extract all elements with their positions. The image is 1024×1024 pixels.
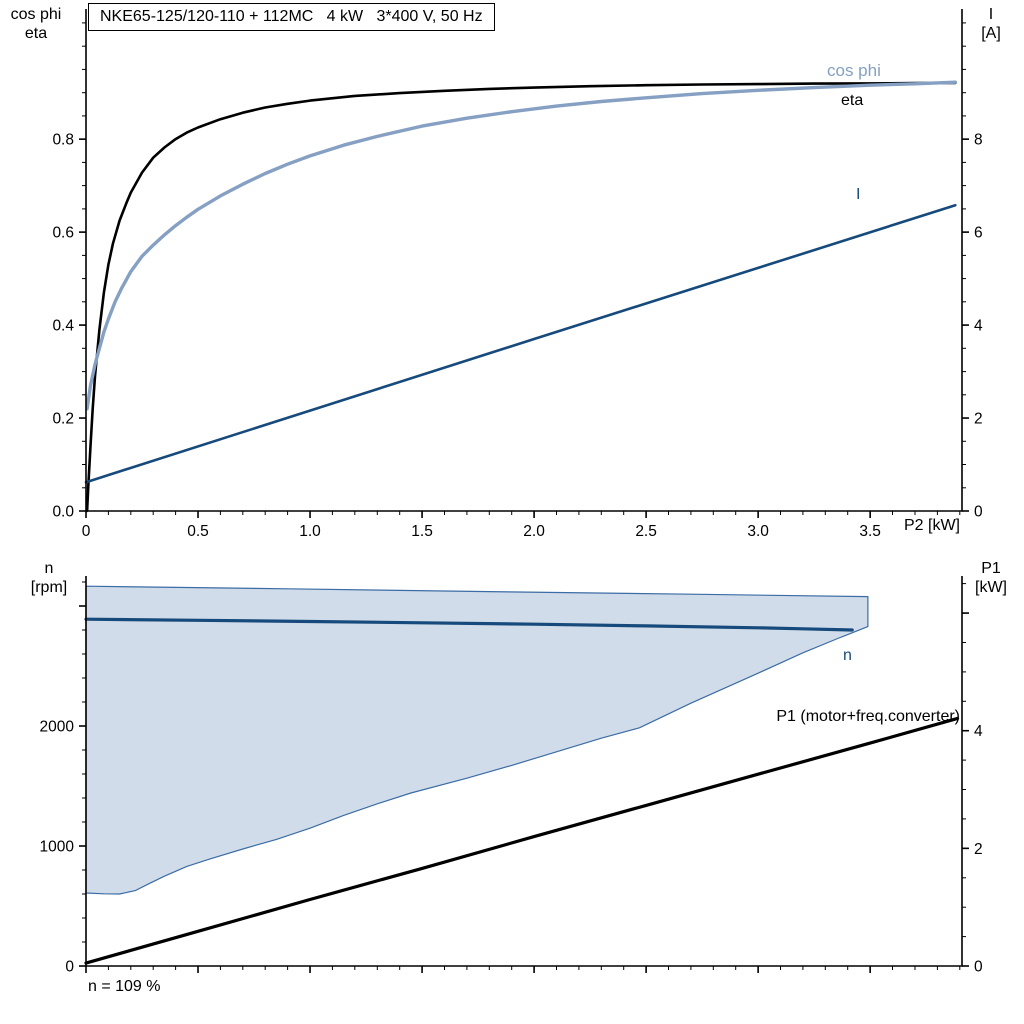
- speed-control-range: [85, 585, 869, 895]
- axis-label-speed-unit: [rpm]: [30, 579, 68, 596]
- axis-label-eta: eta: [24, 25, 48, 42]
- series-eta: [85, 81, 957, 513]
- axes-frame: [85, 576, 963, 967]
- curve-label: cos phi: [827, 61, 881, 80]
- bottom-chart-right-axis-title: P1 [kW]: [962, 559, 1020, 597]
- tick-labels: 0 1000 2000 0 2 4: [40, 719, 983, 976]
- series-cos-phi: [85, 80, 957, 411]
- axis-label-speed: n: [44, 560, 54, 577]
- y-left-tick-label: 0.8: [52, 132, 74, 149]
- x-tick-label: 2.0: [523, 523, 545, 540]
- y-left-tick-label: 0: [65, 959, 74, 976]
- chart-efficiency-cosphi-current-vs-p2: 0 0.5 1.0 1.5 2.0 2.5 3.0 3.5 0.0 0.2 0.4 0.6 0.8 0 2 4…: [52, 9, 983, 540]
- y-right-tick-label: 6: [974, 225, 983, 242]
- axis-label-p1-unit: [kW]: [975, 579, 1007, 596]
- series-P1-motor-freq-converter: [84, 716, 960, 965]
- x-tick-label: 0: [82, 523, 91, 540]
- curve-label: I: [856, 186, 860, 203]
- axis-label-current-unit: [A]: [981, 25, 1001, 42]
- curve-label: P1 (motor+freq.converter): [776, 708, 960, 725]
- y-right-tick-label: 2: [974, 411, 983, 428]
- tick-labels: 0 0.5 1.0 1.5 2.0 2.5 3.0 3.5 0.0 0.2 0.4 0.6 0.8 0 2 4…: [52, 132, 983, 540]
- axis-label-p1: P1: [981, 560, 1001, 577]
- axes-frame: [85, 9, 963, 512]
- speed-percentage-note: n = 109 %: [88, 978, 161, 995]
- series-I: [84, 203, 957, 484]
- y-right-tick-label: 0: [974, 959, 983, 976]
- x-tick-label: 3.0: [747, 523, 769, 540]
- curve-label: n: [843, 647, 852, 664]
- bottom-chart-left-axis-title: n [rpm]: [12, 559, 86, 597]
- y-left-tick-label: 2000: [40, 719, 75, 736]
- series-n: [84, 617, 854, 632]
- x-tick-label: 2.5: [635, 523, 657, 540]
- major-ticks: [79, 138, 969, 518]
- x-tick-label: 0.5: [187, 523, 209, 540]
- curve-label: eta: [841, 92, 863, 109]
- y-left-tick-label: 0.2: [52, 411, 74, 428]
- x-tick-label: 1.5: [411, 523, 433, 540]
- y-right-tick-label: 8: [974, 132, 983, 149]
- y-right-tick-label: 0: [974, 504, 983, 521]
- x-tick-label: 1.0: [299, 523, 321, 540]
- x-tick-label: 3.5: [859, 523, 881, 540]
- y-left-tick-label: 0.0: [52, 504, 74, 521]
- y-left-tick-label: 1000: [40, 839, 75, 856]
- chart-title-box: NKE65-125/120-110 + 112MC 4 kW 3*400 V, …: [88, 3, 495, 31]
- y-right-tick-label: 4: [974, 723, 983, 740]
- x-axis-title: P2 [kW]: [903, 517, 960, 534]
- axis-label-cos-phi: cos phi: [10, 6, 62, 23]
- major-ticks: [79, 605, 969, 973]
- y-left-tick-label: 0.4: [52, 318, 74, 335]
- axis-label-current: I: [988, 6, 994, 23]
- y-right-tick-label: 4: [974, 318, 983, 335]
- y-right-tick-label: 2: [974, 841, 983, 858]
- top-chart-left-axis-title: cos phi eta: [4, 5, 68, 43]
- chart-speed-and-p1-vs-p2: 0 1000 2000 0 2 4 n P1 (motor+freq.converter): [40, 576, 983, 976]
- y-left-tick-label: 0.6: [52, 225, 74, 242]
- top-chart-right-axis-title: I [A]: [962, 5, 1020, 43]
